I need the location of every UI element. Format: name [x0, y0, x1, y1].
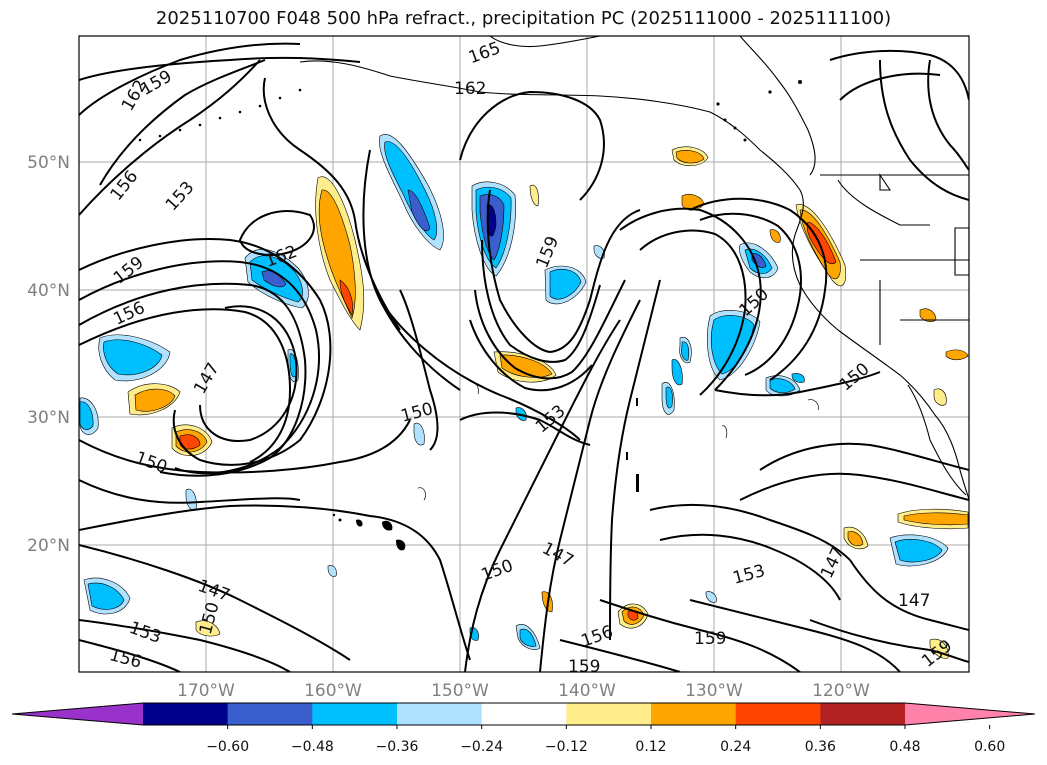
colorbar-swatch	[481, 703, 567, 725]
contour-label: 147	[898, 591, 930, 611]
contour-label: 159	[568, 657, 600, 677]
lon-label: 150°W	[431, 681, 489, 701]
colorbar-extend-low	[12, 703, 143, 725]
contour-label: 162	[454, 79, 486, 99]
lat-label: 50°N	[27, 153, 70, 173]
colorbar-tick-label: 0.24	[720, 739, 751, 755]
lon-label: 160°W	[304, 681, 362, 701]
contour-label: 159	[694, 629, 726, 649]
colorbar-tick-label: −0.60	[206, 739, 249, 755]
lat-label: 40°N	[27, 281, 70, 301]
refractivity-contours	[79, 42, 969, 672]
colorbar-swatch	[820, 703, 906, 725]
colorbar-outline	[11, 702, 1036, 726]
latitude-labels: 50°N 40°N 30°N 20°N	[27, 153, 70, 556]
colorbar-swatch	[651, 703, 737, 725]
lon-label: 120°W	[812, 681, 870, 701]
islands	[138, 80, 802, 551]
lat-label: 20°N	[27, 536, 70, 556]
longitude-labels: 170°W 160°W 150°W 140°W 130°W 120°W	[177, 681, 870, 701]
colorbar-swatch	[227, 703, 313, 725]
colorbar-swatch	[312, 703, 398, 725]
colorbar-swatch	[566, 703, 652, 725]
colorbar-tick-label: −0.36	[376, 739, 419, 755]
precip-negative	[79, 134, 949, 650]
lon-label: 170°W	[177, 681, 235, 701]
colorbar-tick-label: 0.60	[974, 739, 1005, 755]
colorbar: −0.60 −0.48 −0.36 −0.24 −0.12 0.12 0.24 0.36 0.4…	[11, 702, 1036, 755]
colorbar-tick-label: 0.12	[635, 739, 666, 755]
coastlines	[299, 36, 969, 501]
colorbar-swatch	[735, 703, 821, 725]
colorbar-tick-label: 0.36	[805, 739, 836, 755]
colorbar-tick-label: −0.24	[460, 739, 503, 755]
precip-outlines	[417, 379, 819, 501]
map-title: 2025110700 F048 500 hPa refract., precip…	[155, 8, 892, 29]
contour-labels: 165 162 162 159 156 153 162 159 156 147 …	[107, 38, 957, 677]
colorbar-tick-label: −0.48	[291, 739, 334, 755]
colorbar-swatch	[143, 703, 229, 725]
lon-label: 140°W	[558, 681, 616, 701]
colorbar-swatch	[397, 703, 483, 725]
lon-label: 130°W	[685, 681, 743, 701]
colorbar-tick-label: −0.12	[545, 739, 588, 755]
colorbar-tick-label: 0.48	[889, 739, 920, 755]
gridlines	[79, 36, 969, 672]
lat-label: 30°N	[27, 408, 70, 428]
colorbar-extend-high	[905, 703, 1035, 725]
plot-frame	[78, 35, 970, 673]
